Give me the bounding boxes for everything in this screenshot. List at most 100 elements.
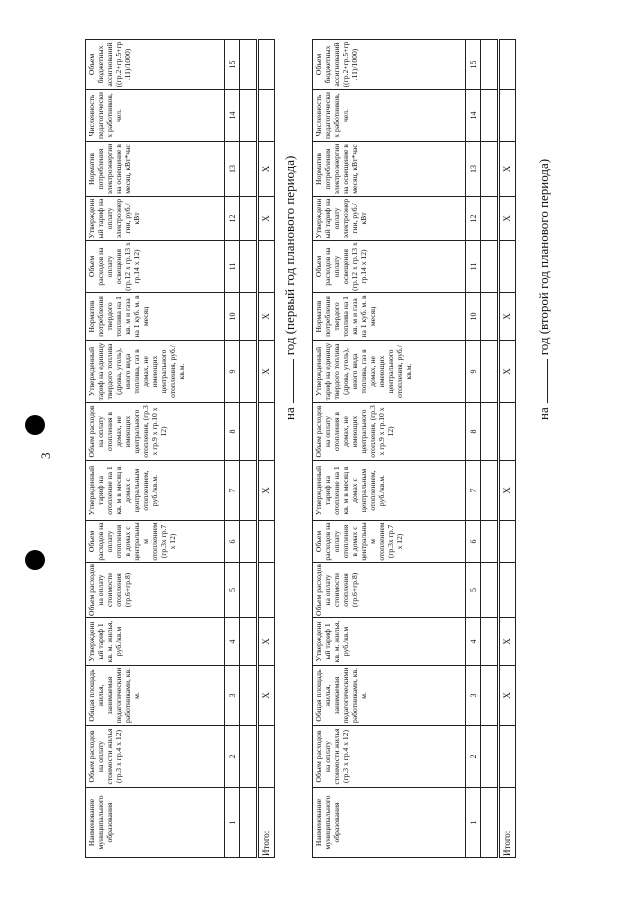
column-header: Утвержденный тариф на единицу твердого т… — [312, 340, 466, 403]
caption-prefix: на — [282, 407, 297, 420]
table-caption-second-year: на год (второй год планового периода) — [536, 159, 552, 420]
total-cell — [257, 520, 275, 563]
header-row: Наименование муниципального образования О… — [312, 39, 466, 858]
column-number: 4 — [465, 617, 481, 666]
total-cell: X — [257, 665, 275, 726]
column-number: 1 — [465, 787, 481, 858]
punch-hole-mark — [25, 550, 45, 570]
column-number: 3 — [224, 665, 240, 726]
column-header: Утвержденный тариф на оплату электроэнер… — [312, 196, 466, 241]
column-number: 14 — [224, 89, 240, 142]
total-cell: X — [257, 340, 275, 403]
data-cell — [239, 562, 258, 618]
data-cell — [480, 787, 499, 858]
data-cell — [480, 725, 499, 788]
total-row: Итого: X X X X X X X — [498, 39, 516, 858]
page-number: 3 — [38, 452, 53, 460]
column-number: 5 — [224, 562, 240, 618]
data-cell — [480, 240, 499, 293]
data-cell — [239, 520, 258, 563]
data-cell — [480, 520, 499, 563]
total-cell: X — [257, 196, 275, 241]
total-cell: X — [498, 141, 516, 197]
column-number: 7 — [224, 460, 240, 521]
total-cell: X — [257, 141, 275, 197]
total-label: Итого: — [498, 787, 516, 858]
year-blank-field — [536, 359, 548, 404]
caption-prefix: на — [536, 407, 551, 420]
data-cell — [480, 460, 499, 521]
total-cell — [257, 89, 275, 142]
column-number: 14 — [465, 89, 481, 142]
data-cell — [480, 196, 499, 241]
data-cell — [239, 665, 258, 726]
column-number: 13 — [224, 141, 240, 197]
column-header: Численность педагогических работников, ч… — [312, 89, 466, 142]
column-header: Наименование муниципального образования — [85, 787, 225, 858]
column-number: 13 — [465, 141, 481, 197]
data-cell — [239, 617, 258, 666]
data-cell — [239, 402, 258, 461]
column-header: Общая площадь жилья, занимаемая педагоги… — [85, 665, 225, 726]
data-cell — [239, 39, 258, 90]
column-number: 7 — [465, 460, 481, 521]
total-row: Итого: X X X X X X X — [257, 39, 275, 858]
column-number: 4 — [224, 617, 240, 666]
data-cell — [239, 340, 258, 403]
data-cell — [239, 460, 258, 521]
total-cell — [498, 240, 516, 293]
data-cell — [239, 141, 258, 197]
data-cell — [480, 402, 499, 461]
total-cell — [257, 39, 275, 90]
total-cell: X — [498, 340, 516, 403]
total-cell: X — [257, 460, 275, 521]
caption-text: год (первый год планового периода) — [282, 155, 297, 356]
column-number: 15 — [465, 39, 481, 90]
data-cell — [239, 240, 258, 293]
total-cell — [257, 240, 275, 293]
column-number: 2 — [465, 725, 481, 788]
column-number: 12 — [224, 196, 240, 241]
total-cell — [257, 562, 275, 618]
column-header: Объем расходов на оплату стоимости жилья… — [312, 725, 466, 788]
column-number: 6 — [224, 520, 240, 563]
column-number: 8 — [465, 402, 481, 461]
data-cell — [480, 89, 499, 142]
total-cell — [498, 39, 516, 90]
data-cell — [480, 340, 499, 403]
column-header: Численность педагогических работников, ч… — [85, 89, 225, 142]
total-cell: X — [257, 292, 275, 341]
column-header: Общая площадь жилья, занимаемая педагоги… — [312, 665, 466, 726]
column-number: 10 — [224, 292, 240, 341]
column-number: 9 — [465, 340, 481, 403]
data-cell — [239, 196, 258, 241]
header-row: Наименование муниципального образования О… — [85, 39, 225, 858]
column-number: 5 — [465, 562, 481, 618]
data-row — [480, 39, 499, 858]
column-number: 11 — [465, 240, 481, 293]
column-header: Объем расходов на оплату стоимости отопл… — [312, 562, 466, 618]
column-header: Объем расходов на оплату отопления в дом… — [85, 402, 225, 461]
data-cell — [480, 39, 499, 90]
column-number: 15 — [224, 39, 240, 90]
column-header: Объем бюджетных ассигнований ((гр.2+гр.5… — [312, 39, 466, 90]
column-number: 10 — [465, 292, 481, 341]
column-number-row: 1 2 3 4 5 6 7 8 9 10 11 12 13 14 15 — [465, 39, 481, 858]
total-cell — [257, 402, 275, 461]
data-cell — [239, 725, 258, 788]
column-header: Утвержденный тариф 1 кв. м. жилья, руб./… — [85, 617, 225, 666]
column-header: Объем расходов на оплату стоимости жилья… — [85, 725, 225, 788]
column-number-row: 1 2 3 4 5 6 7 8 9 10 11 12 13 14 15 — [224, 39, 240, 858]
column-header: Норматив потребления электроэнергии на о… — [312, 141, 466, 197]
data-cell — [480, 665, 499, 726]
total-cell: X — [498, 292, 516, 341]
column-header: Объем расходов на оплату отопления в дом… — [312, 402, 466, 461]
column-header: Норматив потребления твердого топлива на… — [312, 292, 466, 341]
total-cell: X — [498, 196, 516, 241]
caption-text: год (второй год планового периода) — [536, 158, 551, 356]
column-header: Объем расходов на оплату отопления в дом… — [312, 520, 466, 563]
column-header: Объем расходов на оплату освещения (гр.1… — [312, 240, 466, 293]
column-number: 2 — [224, 725, 240, 788]
column-header: Объем бюджетных ассигнований ((гр.2+гр.5… — [85, 39, 225, 90]
